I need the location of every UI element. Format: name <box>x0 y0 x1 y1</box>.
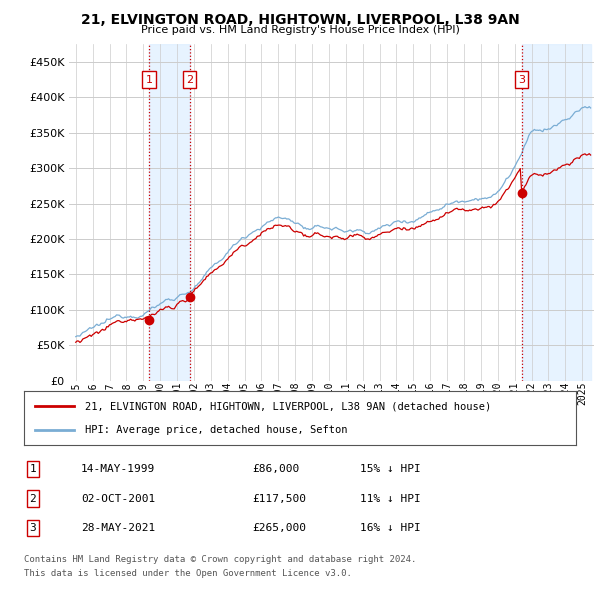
Text: 16% ↓ HPI: 16% ↓ HPI <box>360 523 421 533</box>
Text: £117,500: £117,500 <box>252 494 306 503</box>
Text: HPI: Average price, detached house, Sefton: HPI: Average price, detached house, Seft… <box>85 425 347 435</box>
Text: 3: 3 <box>29 523 37 533</box>
Text: Contains HM Land Registry data © Crown copyright and database right 2024.: Contains HM Land Registry data © Crown c… <box>24 555 416 563</box>
Text: £86,000: £86,000 <box>252 464 299 474</box>
Bar <box>149 44 190 381</box>
Text: 3: 3 <box>518 74 525 84</box>
Text: 1: 1 <box>145 74 152 84</box>
Text: £265,000: £265,000 <box>252 523 306 533</box>
Text: 28-MAY-2021: 28-MAY-2021 <box>81 523 155 533</box>
Text: 15% ↓ HPI: 15% ↓ HPI <box>360 464 421 474</box>
Text: 2: 2 <box>29 494 37 503</box>
Text: 21, ELVINGTON ROAD, HIGHTOWN, LIVERPOOL, L38 9AN (detached house): 21, ELVINGTON ROAD, HIGHTOWN, LIVERPOOL,… <box>85 401 491 411</box>
Text: 21, ELVINGTON ROAD, HIGHTOWN, LIVERPOOL, L38 9AN: 21, ELVINGTON ROAD, HIGHTOWN, LIVERPOOL,… <box>80 13 520 27</box>
Text: Price paid vs. HM Land Registry's House Price Index (HPI): Price paid vs. HM Land Registry's House … <box>140 25 460 35</box>
Text: 11% ↓ HPI: 11% ↓ HPI <box>360 494 421 503</box>
Text: This data is licensed under the Open Government Licence v3.0.: This data is licensed under the Open Gov… <box>24 569 352 578</box>
Bar <box>521 44 590 381</box>
Text: 2: 2 <box>186 74 193 84</box>
Text: 1: 1 <box>29 464 37 474</box>
Text: 02-OCT-2001: 02-OCT-2001 <box>81 494 155 503</box>
Text: 14-MAY-1999: 14-MAY-1999 <box>81 464 155 474</box>
